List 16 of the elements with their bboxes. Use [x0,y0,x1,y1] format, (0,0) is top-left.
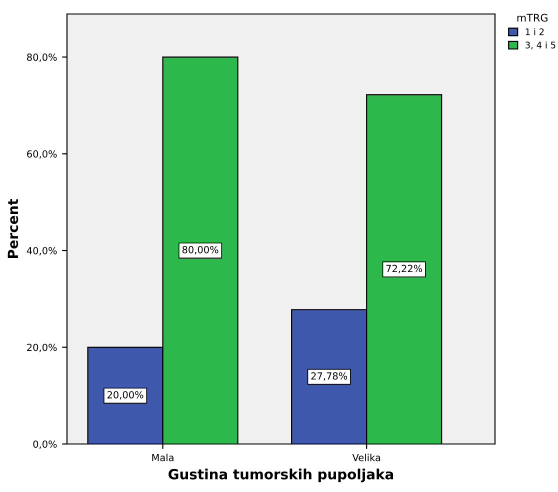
x-tick-label: Velika [352,454,380,462]
data-label: 27,78% [311,372,348,381]
y-axis-title: Percent [8,199,18,258]
y-tick-label: 20,0% [27,344,57,352]
y-tick-label: 60,0% [27,150,57,159]
data-label: 80,00% [182,246,218,254]
data-label: 20,00% [107,391,144,400]
legend-label: 1 i 2 [526,28,544,36]
y-tick-label: 0,0% [33,440,57,449]
y-tick-label: 40,0% [26,247,57,256]
data-label: 72,22% [386,264,422,274]
legend-title: mTRG [517,14,548,22]
legend-label: 3, 4 i 5 [526,41,556,50]
x-axis-title: Gustina tumorskih pupoljaka [168,468,394,482]
y-tick-label: 80,0% [27,54,57,62]
x-tick-label: Mala [152,454,174,462]
